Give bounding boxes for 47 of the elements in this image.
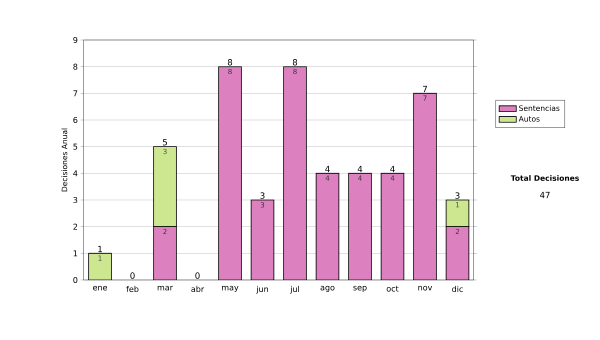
total-label: 3 xyxy=(455,192,460,199)
total-label: 7 xyxy=(422,86,427,92)
bar xyxy=(446,200,470,228)
total-label: 8 xyxy=(228,59,232,66)
bar xyxy=(153,146,177,228)
bar xyxy=(88,253,112,280)
x-tick-label: oct xyxy=(386,286,399,292)
bar xyxy=(413,92,437,280)
y-tick-label: 2 xyxy=(73,224,78,230)
y-tick-label: 6 xyxy=(73,116,78,124)
x-tick-label: ene xyxy=(92,286,108,290)
total-label: 8 xyxy=(292,59,298,66)
total-label: 3 xyxy=(260,192,265,199)
y-tick-label: 3 xyxy=(73,196,78,204)
x-tick-label: ago xyxy=(320,286,334,292)
x-tick-label: may xyxy=(222,286,238,292)
y-tick-label: 7 xyxy=(73,90,78,96)
bar xyxy=(218,66,242,280)
bar xyxy=(250,200,274,280)
total-label: 0 xyxy=(195,272,200,279)
y-tick-label: 1 xyxy=(74,250,78,256)
bar xyxy=(283,66,307,280)
total-label: 0 xyxy=(130,272,135,279)
x-tick-label: sep xyxy=(353,286,367,292)
x-tick-label: mar xyxy=(158,286,174,290)
bar xyxy=(380,172,404,280)
text: 47 xyxy=(540,192,550,198)
y-tick-label: 4 xyxy=(73,170,78,176)
y-tick-label: 0 xyxy=(73,276,78,284)
bar xyxy=(348,172,372,280)
x-tick-label: nov xyxy=(418,286,432,290)
total-label: 4 xyxy=(325,166,330,172)
total-label: 4 xyxy=(390,166,395,172)
bar xyxy=(153,226,177,280)
bar xyxy=(446,226,470,280)
x-tick-label: feb xyxy=(126,286,138,292)
total-label: 1 xyxy=(98,246,102,252)
y-tick-label: 8 xyxy=(73,64,78,70)
bar xyxy=(316,172,340,280)
x-tick-label: jun xyxy=(256,286,268,294)
total-label: 4 xyxy=(358,166,362,172)
x-tick-label: jul xyxy=(290,286,300,294)
x-tick-label: abr xyxy=(191,286,204,292)
y-tick-label: 9 xyxy=(73,36,78,44)
x-tick-label: dic xyxy=(452,286,463,292)
y-tick-label: 5 xyxy=(73,144,78,150)
total-label: 5 xyxy=(162,139,167,146)
